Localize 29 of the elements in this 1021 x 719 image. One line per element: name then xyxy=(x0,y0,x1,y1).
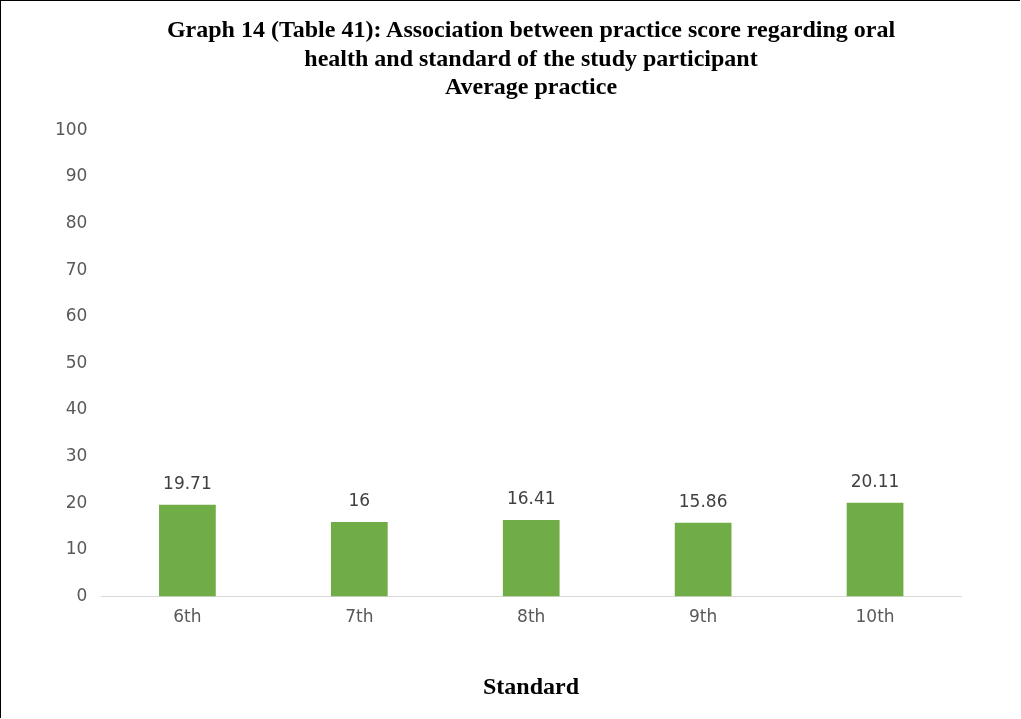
y-tick-label: 70 xyxy=(65,258,88,279)
y-tick-label: 40 xyxy=(65,398,88,419)
bar xyxy=(846,502,904,597)
x-tick-label: 8th xyxy=(517,606,546,627)
bar xyxy=(502,520,560,597)
data-label: 16 xyxy=(348,489,371,510)
data-label: 16.41 xyxy=(506,487,556,508)
chart-subtitle: Average practice xyxy=(443,73,619,100)
x-tick-label: 7th xyxy=(345,606,374,627)
x-tick-label: 6th xyxy=(173,606,202,627)
data-label: 19.71 xyxy=(163,472,212,493)
y-tick-label: 20 xyxy=(65,491,88,512)
data-label: 20.11 xyxy=(850,470,900,491)
data-label: 15.86 xyxy=(678,490,728,511)
y-tick-label: 100 xyxy=(54,118,88,139)
bar xyxy=(330,521,388,597)
x-axis-title: Standard xyxy=(481,673,580,700)
y-tick-label: 10 xyxy=(65,538,88,559)
y-tick-label: 60 xyxy=(65,305,88,326)
y-tick-label: 80 xyxy=(65,211,88,232)
bar xyxy=(674,522,732,597)
x-tick-label: 10th xyxy=(855,606,895,627)
y-tick-label: 50 xyxy=(65,351,88,372)
y-tick-label: 30 xyxy=(65,445,88,466)
bar xyxy=(159,504,216,597)
chart-title: Graph 14 (Table 41): Association between practice score regarding oral health and standard of the study participant xyxy=(165,15,897,73)
y-tick-label: 90 xyxy=(65,165,88,186)
y-tick-label: 0 xyxy=(76,585,88,606)
x-tick-label: 9th xyxy=(689,606,718,627)
